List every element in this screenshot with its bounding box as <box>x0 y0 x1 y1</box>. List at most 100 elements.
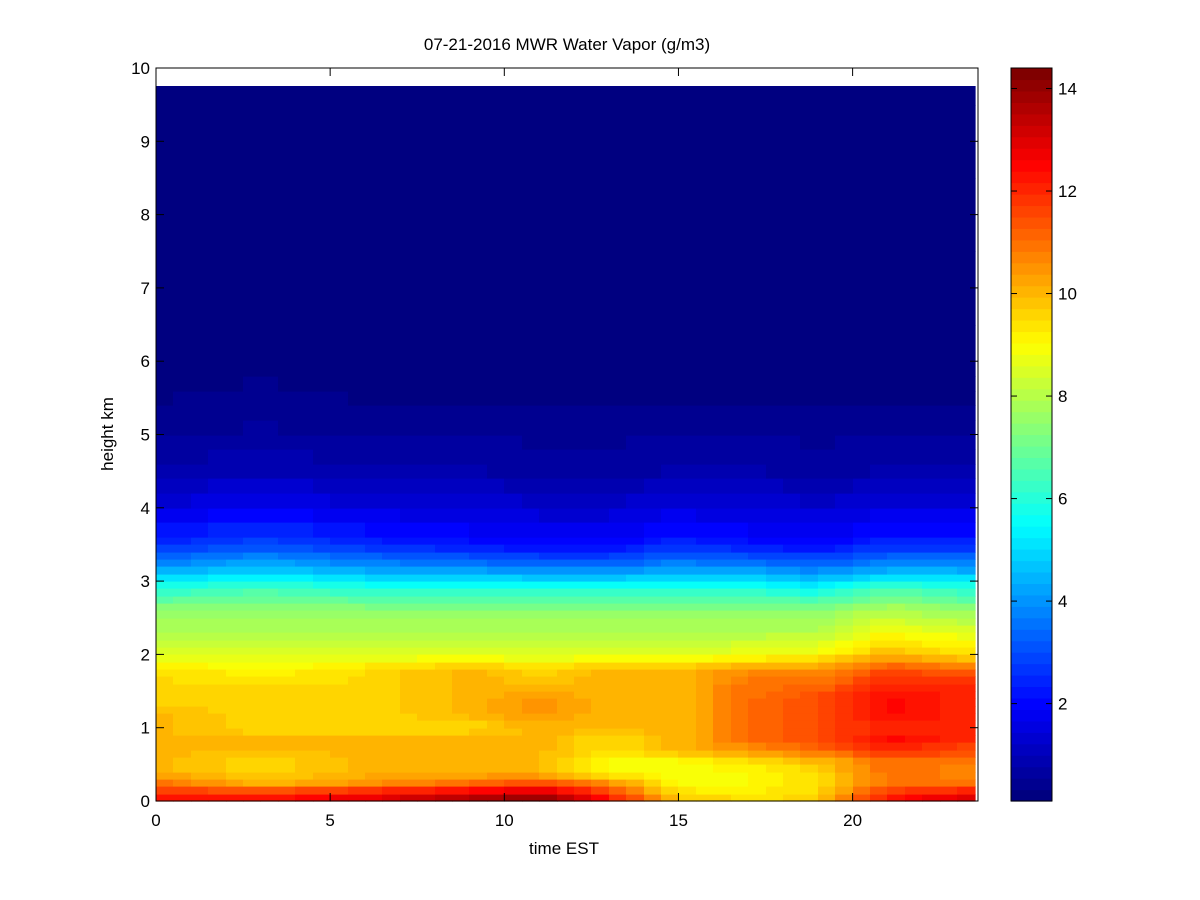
heatmap-cell <box>644 742 662 751</box>
heatmap-cell <box>295 786 314 795</box>
heatmap-cell <box>226 420 244 436</box>
heatmap-cell <box>905 662 923 670</box>
heatmap-cell <box>922 544 941 553</box>
heatmap-cell <box>644 676 662 685</box>
heatmap-cell <box>365 779 383 787</box>
heatmap-cell <box>435 698 453 707</box>
heatmap-cell <box>313 215 331 252</box>
heatmap-cell <box>435 757 453 765</box>
heatmap-cell <box>156 735 174 743</box>
heatmap-cell <box>591 676 610 685</box>
heatmap-cell <box>835 640 854 648</box>
heatmap-cell <box>800 728 819 736</box>
colorbar-tick-label: 2 <box>1058 695 1067 714</box>
heatmap-cell <box>818 449 836 465</box>
heatmap-cell <box>783 581 801 589</box>
heatmap-cell <box>417 376 436 392</box>
heatmap-cell <box>365 706 383 714</box>
heatmap-cell <box>678 215 697 252</box>
heatmap-cell <box>557 676 575 685</box>
heatmap-cell <box>626 449 645 465</box>
heatmap-cell <box>365 632 383 641</box>
heatmap-cell <box>713 794 732 802</box>
heatmap-cell <box>783 435 801 450</box>
y-tick-label: 7 <box>141 279 150 298</box>
heatmap-cell <box>208 596 227 604</box>
heatmap-cell <box>330 676 349 685</box>
heatmap-cell <box>591 698 610 707</box>
heatmap-cell <box>748 757 767 765</box>
heatmap-cell <box>260 449 279 465</box>
heatmap-cell <box>609 361 627 377</box>
heatmap-cell <box>226 449 244 465</box>
heatmap-cell <box>853 588 871 597</box>
heatmap-cell <box>696 405 714 421</box>
heatmap-cell <box>435 86 453 106</box>
heatmap-cell <box>539 544 558 553</box>
heatmap-cell <box>522 537 540 545</box>
heatmap-cell <box>905 706 923 714</box>
heatmap-cell <box>905 691 923 699</box>
heatmap-cell <box>435 779 453 787</box>
heatmap-cell <box>208 325 227 362</box>
heatmap-cell <box>469 435 488 450</box>
heatmap-cell <box>191 544 209 553</box>
heatmap-cell <box>783 772 801 780</box>
heatmap-cell <box>469 141 488 179</box>
heatmap-cell <box>278 698 296 707</box>
heatmap-cell <box>400 603 418 611</box>
heatmap-cell <box>243 713 261 721</box>
heatmap-cell <box>609 478 627 494</box>
heatmap-cell <box>644 596 662 604</box>
heatmap-cell <box>417 662 436 670</box>
heatmap-cell <box>661 772 679 780</box>
heatmap-cell <box>191 757 209 765</box>
heatmap-cell <box>295 669 314 677</box>
heatmap-cell <box>208 508 227 523</box>
heatmap-cell <box>539 464 558 479</box>
heatmap-cell <box>731 786 749 795</box>
heatmap-cell <box>208 435 227 450</box>
heatmap-cell <box>678 618 697 626</box>
heatmap-cell <box>452 537 470 545</box>
heatmap-cell <box>835 544 854 553</box>
heatmap-cell <box>504 105 523 142</box>
heatmap-cell <box>818 647 836 655</box>
heatmap-cell <box>382 684 401 692</box>
heatmap-cell <box>870 105 888 142</box>
heatmap-cell <box>905 632 923 641</box>
heatmap-cell <box>226 581 244 589</box>
heatmap-cell <box>678 574 697 582</box>
colorbar-segment <box>1011 274 1052 287</box>
heatmap-cell <box>905 559 923 567</box>
heatmap-cell <box>783 325 801 362</box>
heatmap-cell <box>173 647 192 655</box>
heatmap-cell <box>644 508 662 523</box>
heatmap-cell <box>783 215 801 252</box>
heatmap-cell <box>278 654 296 663</box>
colorbar-segment <box>1011 113 1052 126</box>
heatmap-cell <box>853 742 871 751</box>
heatmap-cell <box>713 105 732 142</box>
heatmap-cell <box>661 728 679 736</box>
heatmap-cell <box>696 391 714 406</box>
colorbar-segment <box>1011 640 1052 653</box>
heatmap-cell <box>696 449 714 465</box>
heatmap-cell <box>313 105 331 142</box>
heatmap-cell <box>748 588 767 597</box>
heatmap-cell <box>504 588 523 597</box>
heatmap-cell <box>678 625 697 633</box>
heatmap-cell <box>626 735 645 743</box>
heatmap-cell <box>208 757 227 765</box>
heatmap-cell <box>940 376 958 392</box>
heatmap-cell <box>678 779 697 787</box>
heatmap-cell <box>487 742 505 751</box>
heatmap-cell <box>260 735 279 743</box>
heatmap-cell <box>435 720 453 729</box>
heatmap-cell <box>644 391 662 406</box>
heatmap-cell <box>260 420 279 436</box>
heatmap-cell <box>661 105 679 142</box>
heatmap-cell <box>348 405 366 421</box>
heatmap-cell <box>557 684 575 692</box>
heatmap-cell <box>504 720 523 729</box>
